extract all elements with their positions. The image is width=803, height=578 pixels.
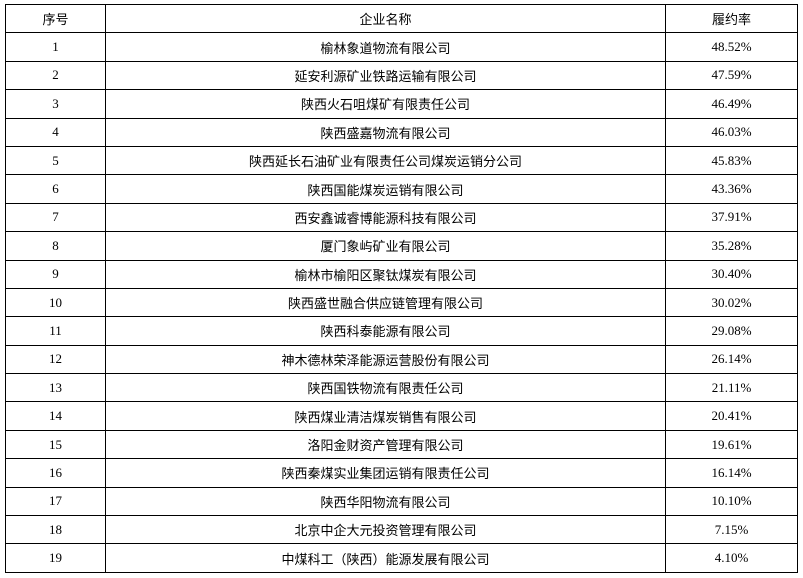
compliance-rate-cell: 30.40% [665, 259, 798, 289]
company-name-cell: 陕西国铁物流有限责任公司 [105, 373, 666, 403]
table-row: 3 陕西火石咀煤矿有限责任公司 46.49% [5, 89, 798, 119]
row-number-cell: 3 [5, 89, 106, 119]
row-number-cell: 8 [5, 231, 106, 261]
compliance-rate-cell: 46.03% [665, 117, 798, 147]
compliance-rate-cell: 21.11% [665, 373, 798, 403]
company-name-cell: 厦门象屿矿业有限公司 [105, 231, 666, 261]
company-name-cell: 陕西科泰能源有限公司 [105, 316, 666, 346]
row-number-cell: 18 [5, 515, 106, 545]
compliance-rate-cell: 48.52% [665, 32, 798, 62]
compliance-rate-cell: 35.28% [665, 231, 798, 261]
company-name-cell: 陕西延长石油矿业有限责任公司煤炭运销分公司 [105, 145, 666, 176]
compliance-rate-cell: 16.14% [665, 458, 798, 488]
table-header-row: 序号 企业名称 履约率 [5, 3, 798, 34]
company-name-cell: 陕西煤业清洁煤炭销售有限公司 [105, 401, 666, 431]
company-name-cell: 延安利源矿业铁路运输有限公司 [105, 60, 666, 91]
table-row: 2 延安利源矿业铁路运输有限公司 47.59% [5, 60, 798, 91]
compliance-rate-cell: 10.10% [665, 486, 798, 517]
company-name-cell: 榆林市榆阳区聚钛煤炭有限公司 [105, 259, 666, 289]
table-row: 10 陕西盛世融合供应链管理有限公司 30.02% [5, 287, 798, 318]
compliance-rate-cell: 19.61% [665, 429, 798, 460]
header-serial-number: 序号 [5, 3, 106, 34]
table-body: 1 榆林象道物流有限公司 48.52% 2 延安利源矿业铁路运输有限公司 47.59% 3 陕… [5, 32, 798, 573]
compliance-rate-cell: 20.41% [665, 401, 798, 431]
table-row: 15 洛阳金财资产管理有限公司 19.61% [5, 429, 798, 460]
table-row: 18 北京中企大元投资管理有限公司 7.15% [5, 515, 798, 545]
header-compliance-rate: 履约率 [665, 3, 798, 34]
company-name-cell: 陕西盛嘉物流有限公司 [105, 117, 666, 147]
table-row: 16 陕西秦煤实业集团运销有限责任公司 16.14% [5, 458, 798, 488]
table-row: 12 神木德林荣泽能源运营股份有限公司 26.14% [5, 344, 798, 375]
row-number-cell: 14 [5, 401, 106, 431]
table-row: 8 厦门象屿矿业有限公司 35.28% [5, 231, 798, 261]
compliance-rate-cell: 30.02% [665, 287, 798, 318]
row-number-cell: 10 [5, 287, 106, 318]
header-company-name: 企业名称 [105, 3, 666, 34]
row-number-cell: 6 [5, 174, 106, 204]
table-row: 17 陕西华阳物流有限公司 10.10% [5, 486, 798, 517]
row-number-cell: 19 [5, 543, 106, 573]
table-row: 14 陕西煤业清洁煤炭销售有限公司 20.41% [5, 401, 798, 431]
row-number-cell: 17 [5, 486, 106, 517]
company-name-cell: 陕西华阳物流有限公司 [105, 486, 666, 517]
company-name-cell: 神木德林荣泽能源运营股份有限公司 [105, 344, 666, 375]
compliance-rate-cell: 4.10% [665, 543, 798, 573]
compliance-rate-cell: 37.91% [665, 202, 798, 233]
company-name-cell: 西安鑫诚睿博能源科技有限公司 [105, 202, 666, 233]
table-row: 1 榆林象道物流有限公司 48.52% [5, 32, 798, 62]
table-row: 4 陕西盛嘉物流有限公司 46.03% [5, 117, 798, 147]
compliance-rate-cell: 46.49% [665, 89, 798, 119]
table-row: 11 陕西科泰能源有限公司 29.08% [5, 316, 798, 346]
row-number-cell: 16 [5, 458, 106, 488]
table-row: 7 西安鑫诚睿博能源科技有限公司 37.91% [5, 202, 798, 233]
compliance-rate-cell: 45.83% [665, 145, 798, 176]
compliance-rate-cell: 47.59% [665, 60, 798, 91]
compliance-rate-cell: 43.36% [665, 174, 798, 204]
compliance-rate-cell: 29.08% [665, 316, 798, 346]
table-row: 6 陕西国能煤炭运销有限公司 43.36% [5, 174, 798, 204]
row-number-cell: 5 [5, 145, 106, 176]
row-number-cell: 4 [5, 117, 106, 147]
company-name-cell: 洛阳金财资产管理有限公司 [105, 429, 666, 460]
table-row: 19 中煤科工（陕西）能源发展有限公司 4.10% [5, 543, 798, 573]
company-name-cell: 陕西盛世融合供应链管理有限公司 [105, 287, 666, 318]
compliance-rate-table: 序号 企业名称 履约率 1 榆林象道物流有限公司 48.52% 2 延安利源矿业铁路运输… [5, 3, 798, 573]
company-name-cell: 陕西国能煤炭运销有限公司 [105, 174, 666, 204]
row-number-cell: 13 [5, 373, 106, 403]
table-row: 13 陕西国铁物流有限责任公司 21.11% [5, 373, 798, 403]
row-number-cell: 15 [5, 429, 106, 460]
row-number-cell: 11 [5, 316, 106, 346]
company-name-cell: 陕西秦煤实业集团运销有限责任公司 [105, 458, 666, 488]
row-number-cell: 9 [5, 259, 106, 289]
row-number-cell: 1 [5, 32, 106, 62]
row-number-cell: 12 [5, 344, 106, 375]
compliance-rate-cell: 26.14% [665, 344, 798, 375]
compliance-rate-cell: 7.15% [665, 515, 798, 545]
row-number-cell: 2 [5, 60, 106, 91]
company-name-cell: 北京中企大元投资管理有限公司 [105, 515, 666, 545]
company-name-cell: 榆林象道物流有限公司 [105, 32, 666, 62]
company-name-cell: 中煤科工（陕西）能源发展有限公司 [105, 543, 666, 573]
company-name-cell: 陕西火石咀煤矿有限责任公司 [105, 89, 666, 119]
table-row: 9 榆林市榆阳区聚钛煤炭有限公司 30.40% [5, 259, 798, 289]
table-row: 5 陕西延长石油矿业有限责任公司煤炭运销分公司 45.83% [5, 145, 798, 176]
row-number-cell: 7 [5, 202, 106, 233]
